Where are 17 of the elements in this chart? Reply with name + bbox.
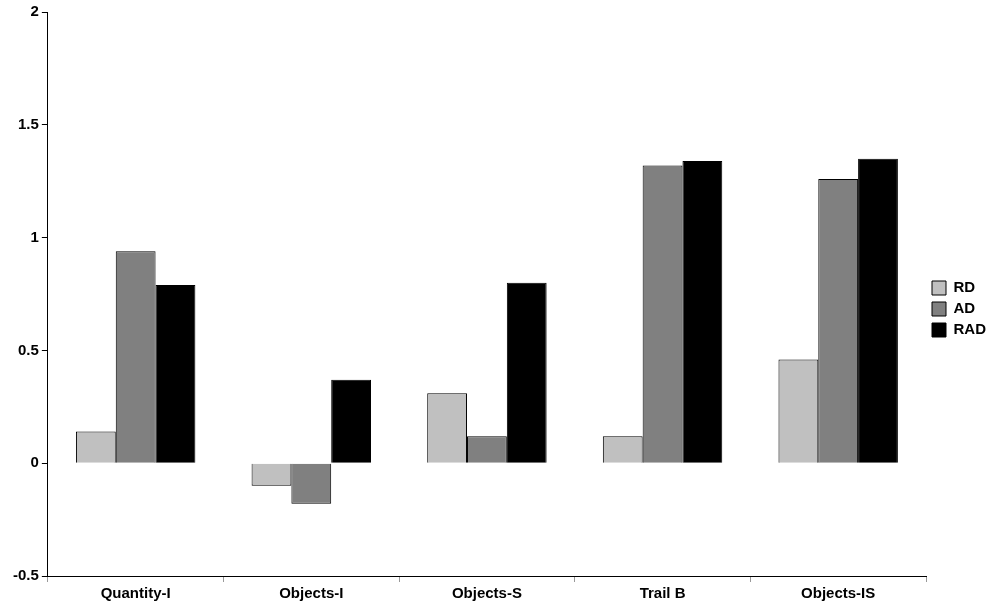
x-tick-label: Quantity-I xyxy=(100,584,171,602)
y-tick-label: 1.5 xyxy=(17,114,39,132)
bar xyxy=(506,282,547,463)
legend-label: RAD xyxy=(953,320,987,338)
legend-label: AD xyxy=(953,299,976,317)
legend-label: RD xyxy=(953,278,976,296)
bar xyxy=(155,284,196,463)
x-tick-label: Objects-S xyxy=(451,584,522,602)
x-tick-label: Objects-IS xyxy=(801,584,876,602)
bar xyxy=(331,379,372,463)
x-tick-label: Trail B xyxy=(639,584,686,602)
y-tick-label: 1 xyxy=(30,227,39,245)
y-tick-label: 0 xyxy=(30,453,39,471)
x-tick-label: Objects-I xyxy=(279,584,344,602)
y-tick-label: -0.5 xyxy=(12,566,39,584)
y-tick-label: 2 xyxy=(30,2,39,20)
y-tick-label: 0.5 xyxy=(17,340,39,358)
